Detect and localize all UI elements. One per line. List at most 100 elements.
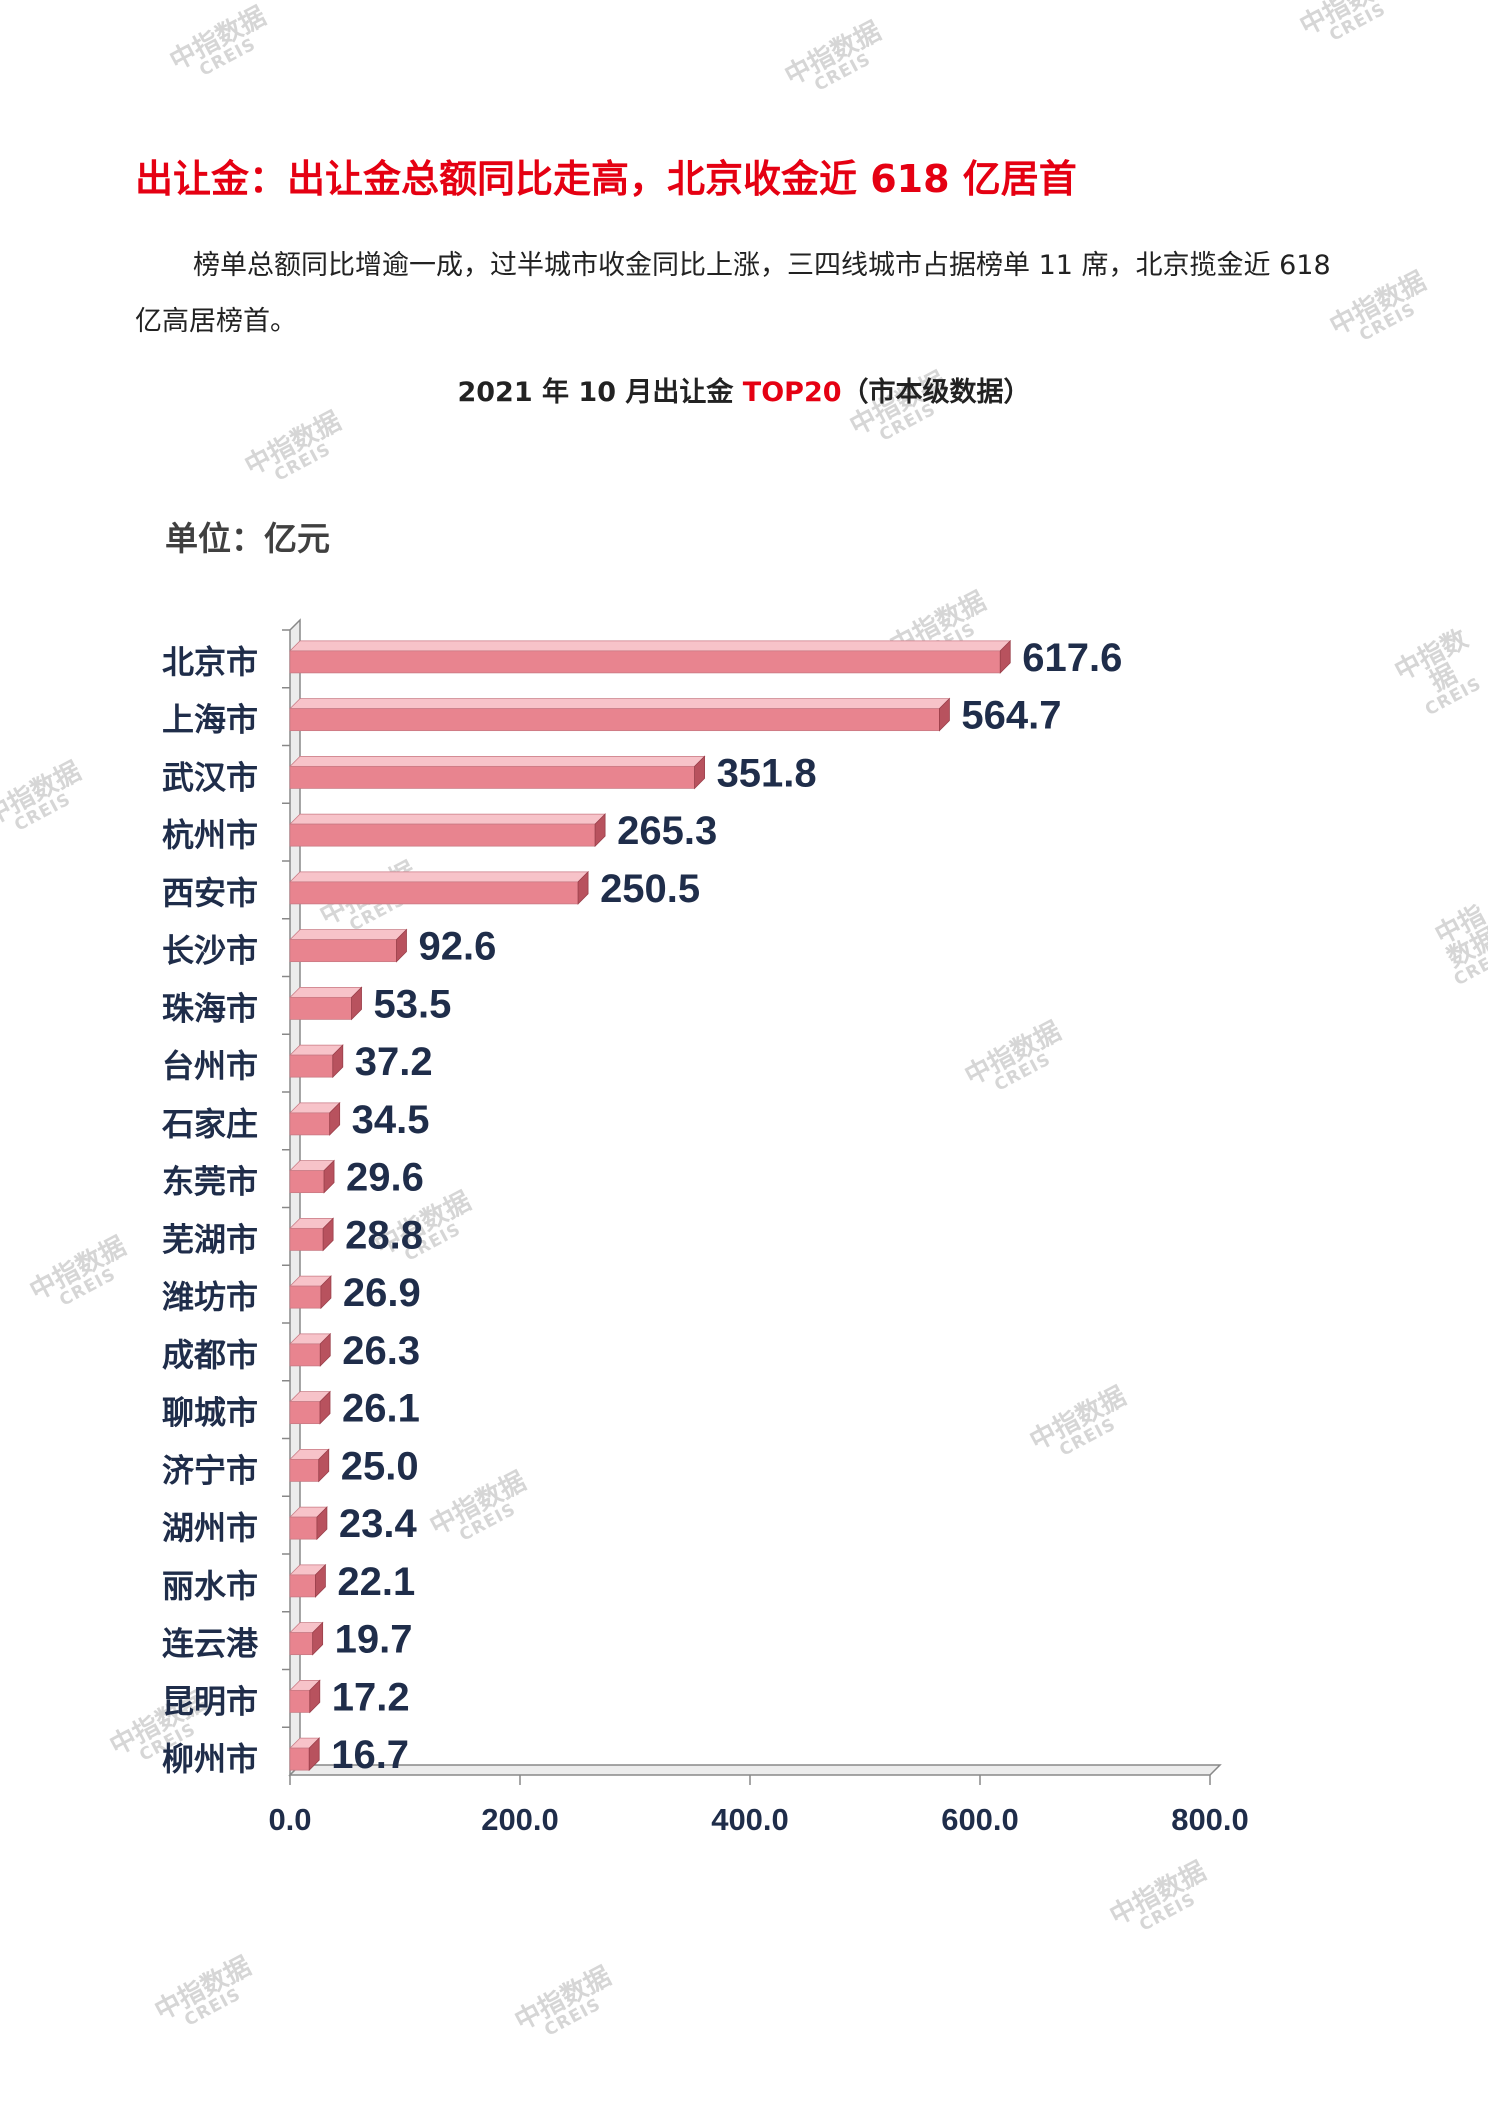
category-label: 柳州市 xyxy=(162,1740,258,1778)
bar-top-face xyxy=(289,986,363,998)
bar xyxy=(289,1458,320,1482)
bar-side-face xyxy=(319,1390,331,1425)
bar xyxy=(289,1170,325,1194)
bar-top-face xyxy=(289,640,1012,652)
bar xyxy=(289,1112,331,1136)
category-label: 长沙市 xyxy=(162,932,258,970)
bar xyxy=(289,996,352,1020)
y-axis-wall xyxy=(289,618,301,1777)
category-label: 湖州市 xyxy=(162,1509,258,1547)
bar-side-face xyxy=(318,1448,330,1483)
value-label: 351.8 xyxy=(717,751,817,795)
value-label: 29.6 xyxy=(346,1156,424,1200)
bar xyxy=(289,1054,334,1078)
x-axis-floor xyxy=(288,1764,1222,1776)
bar xyxy=(289,881,579,905)
bar xyxy=(289,1285,322,1309)
category-label: 台州市 xyxy=(162,1047,258,1085)
bar xyxy=(289,1516,318,1540)
bar-side-face xyxy=(323,1159,335,1194)
value-label: 25.0 xyxy=(341,1444,419,1488)
x-tick-label: 200.0 xyxy=(481,1802,559,1837)
value-label: 617.6 xyxy=(1022,636,1122,680)
bar-side-face xyxy=(316,1506,328,1541)
bar-side-face xyxy=(320,1275,332,1310)
category-label: 潍坊市 xyxy=(162,1278,258,1316)
category-label: 芜湖市 xyxy=(162,1220,258,1258)
category-label: 珠海市 xyxy=(162,989,258,1027)
unit-label: 单位：亿元 xyxy=(165,519,330,558)
value-label: 19.7 xyxy=(335,1618,413,1662)
category-label: 石家庄 xyxy=(161,1105,258,1143)
value-label: 34.5 xyxy=(352,1098,430,1142)
bar-top-face xyxy=(289,929,408,941)
category-label: 成都市 xyxy=(162,1336,258,1374)
bar xyxy=(289,1343,321,1367)
value-label: 53.5 xyxy=(374,982,452,1026)
bar xyxy=(289,939,397,963)
bar xyxy=(289,1747,310,1771)
bar-side-face xyxy=(694,755,705,790)
value-label: 92.6 xyxy=(418,925,496,969)
bar-side-face xyxy=(322,1217,334,1252)
bar-side-face xyxy=(999,639,1011,674)
x-tick-label: 0.0 xyxy=(268,1802,311,1837)
x-tick-label: 600.0 xyxy=(941,1802,1019,1837)
bar-side-face xyxy=(351,986,362,1021)
bar xyxy=(289,765,695,789)
category-label: 杭州市 xyxy=(162,816,258,854)
bar xyxy=(289,650,1001,674)
bar xyxy=(289,1574,316,1598)
bar-side-face xyxy=(939,697,950,732)
bar xyxy=(289,708,940,732)
bar-side-face xyxy=(308,1737,320,1772)
value-label: 26.1 xyxy=(342,1387,420,1431)
chart-title-prefix: 2021 年 10 月出让金 xyxy=(457,377,743,408)
value-label: 17.2 xyxy=(332,1675,410,1719)
bar-side-face xyxy=(577,870,589,905)
category-label: 济宁市 xyxy=(162,1451,258,1489)
bar-side-face xyxy=(396,928,407,963)
bar-top-face xyxy=(289,755,706,767)
value-label: 26.9 xyxy=(343,1271,421,1315)
value-label: 22.1 xyxy=(337,1560,415,1604)
x-tick-label: 800.0 xyxy=(1171,1802,1249,1837)
value-label: 564.7 xyxy=(961,694,1061,738)
bar xyxy=(289,1632,314,1656)
bar-top-face xyxy=(289,698,951,710)
value-label: 37.2 xyxy=(355,1040,433,1084)
bar xyxy=(289,1401,321,1425)
category-label: 东莞市 xyxy=(162,1163,258,1201)
category-label: 西安市 xyxy=(162,874,258,912)
category-label: 上海市 xyxy=(162,701,258,739)
category-label: 北京市 xyxy=(162,643,258,681)
category-label: 聊城市 xyxy=(162,1394,258,1432)
bar-top-face xyxy=(289,813,607,825)
bar-side-face xyxy=(315,1563,326,1598)
value-label: 250.5 xyxy=(600,867,700,911)
bar-side-face xyxy=(319,1332,331,1367)
value-label: 23.4 xyxy=(339,1502,418,1546)
bar-side-face xyxy=(309,1679,321,1714)
chart-title-suffix: （市本级数据） xyxy=(841,377,1031,408)
bar-side-face xyxy=(312,1621,324,1656)
value-label: 265.3 xyxy=(617,809,717,853)
value-label: 16.7 xyxy=(331,1733,409,1777)
category-label: 武汉市 xyxy=(162,758,258,796)
bar xyxy=(289,1227,324,1251)
category-label: 丽水市 xyxy=(162,1567,258,1605)
bar xyxy=(289,823,596,847)
bar-top-face xyxy=(289,871,590,883)
bar-side-face xyxy=(594,813,606,848)
category-label: 昆明市 xyxy=(162,1682,258,1720)
summary-paragraph: 榜单总额同比增逾一成，过半城市收金同比上涨，三四线城市占据榜单 11 席，北京揽… xyxy=(135,250,1331,337)
bar-side-face xyxy=(329,1101,341,1136)
value-label: 26.3 xyxy=(342,1329,420,1373)
x-tick-label: 400.0 xyxy=(711,1802,789,1837)
bar xyxy=(289,1689,311,1713)
value-label: 28.8 xyxy=(345,1213,423,1257)
bar-side-face xyxy=(332,1044,344,1079)
chart-title: 2021 年 10 月出让金 TOP20（市本级数据） xyxy=(0,370,1488,409)
section-title: 出让金：出让金总额同比走高，北京收金近 618 亿居首 xyxy=(135,157,1077,201)
